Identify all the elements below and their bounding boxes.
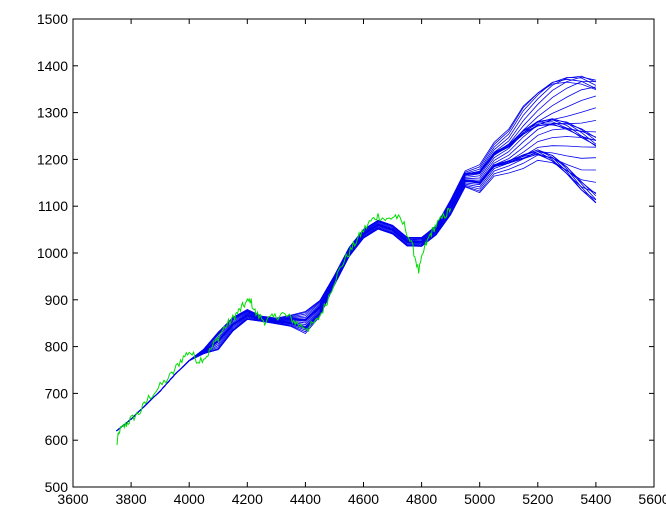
x-tick-label: 3800 — [116, 491, 147, 507]
blue-forecast-line — [116, 124, 596, 432]
blue-forecast-line — [116, 86, 596, 432]
blue-forecast-line — [116, 152, 597, 432]
x-tick-label: 4600 — [348, 491, 379, 507]
blue-forecast-line — [116, 128, 597, 432]
y-tick-label: 1500 — [37, 11, 68, 27]
x-tick-label: 4400 — [290, 491, 321, 507]
axes: 3600 3800 4000 4200 4400 4600 4800 5000 5200 5400… — [37, 11, 666, 507]
blue-forecast-line — [116, 119, 597, 432]
axes-box — [72, 18, 655, 488]
blue-forecast-line — [116, 154, 597, 432]
blue-forecast-line — [116, 136, 596, 432]
blue-forecast-line — [116, 145, 596, 432]
y-tick-label: 500 — [45, 479, 69, 495]
blue-forecast-line — [116, 119, 597, 432]
x-tick-label: 4800 — [406, 491, 437, 507]
y-tick-label: 1300 — [37, 105, 68, 121]
green-data-line — [116, 207, 452, 446]
x-tick-label: 3600 — [57, 491, 88, 507]
x-tick-label: 5200 — [522, 491, 553, 507]
y-tick-label: 1400 — [37, 58, 68, 74]
y-tick-label: 1100 — [38, 198, 68, 214]
blue-forecast-line — [116, 118, 597, 432]
blue-forecast-line — [116, 120, 596, 432]
blue-forecast-line — [116, 159, 597, 432]
y-tick-label: 700 — [45, 385, 69, 401]
x-tick-label: 5400 — [580, 491, 611, 507]
blue-forecast-line — [116, 153, 596, 432]
y-tick-label: 900 — [45, 292, 69, 308]
y-tick-label: 1200 — [37, 151, 68, 167]
x-tick-label: 4000 — [174, 491, 205, 507]
y-tick-label: 600 — [45, 432, 69, 448]
blue-forecast-line — [116, 149, 597, 432]
y-tick-label: 800 — [45, 339, 69, 355]
blue-forecast-line — [116, 151, 596, 432]
x-tick-label: 5600 — [638, 491, 666, 507]
blue-forecast-line — [116, 123, 597, 432]
blue-forecast-line — [116, 149, 597, 432]
blue-forecast-line — [116, 153, 596, 432]
plot-area — [116, 75, 597, 446]
blue-forecast-line — [116, 150, 597, 432]
blue-forecast-line — [116, 81, 597, 432]
y-tick-label: 1000 — [37, 245, 68, 261]
x-tick-label: 4200 — [232, 491, 263, 507]
blue-forecast-line — [116, 123, 597, 432]
blue-forecast-line — [116, 151, 597, 432]
x-tick-label: 5000 — [464, 491, 495, 507]
